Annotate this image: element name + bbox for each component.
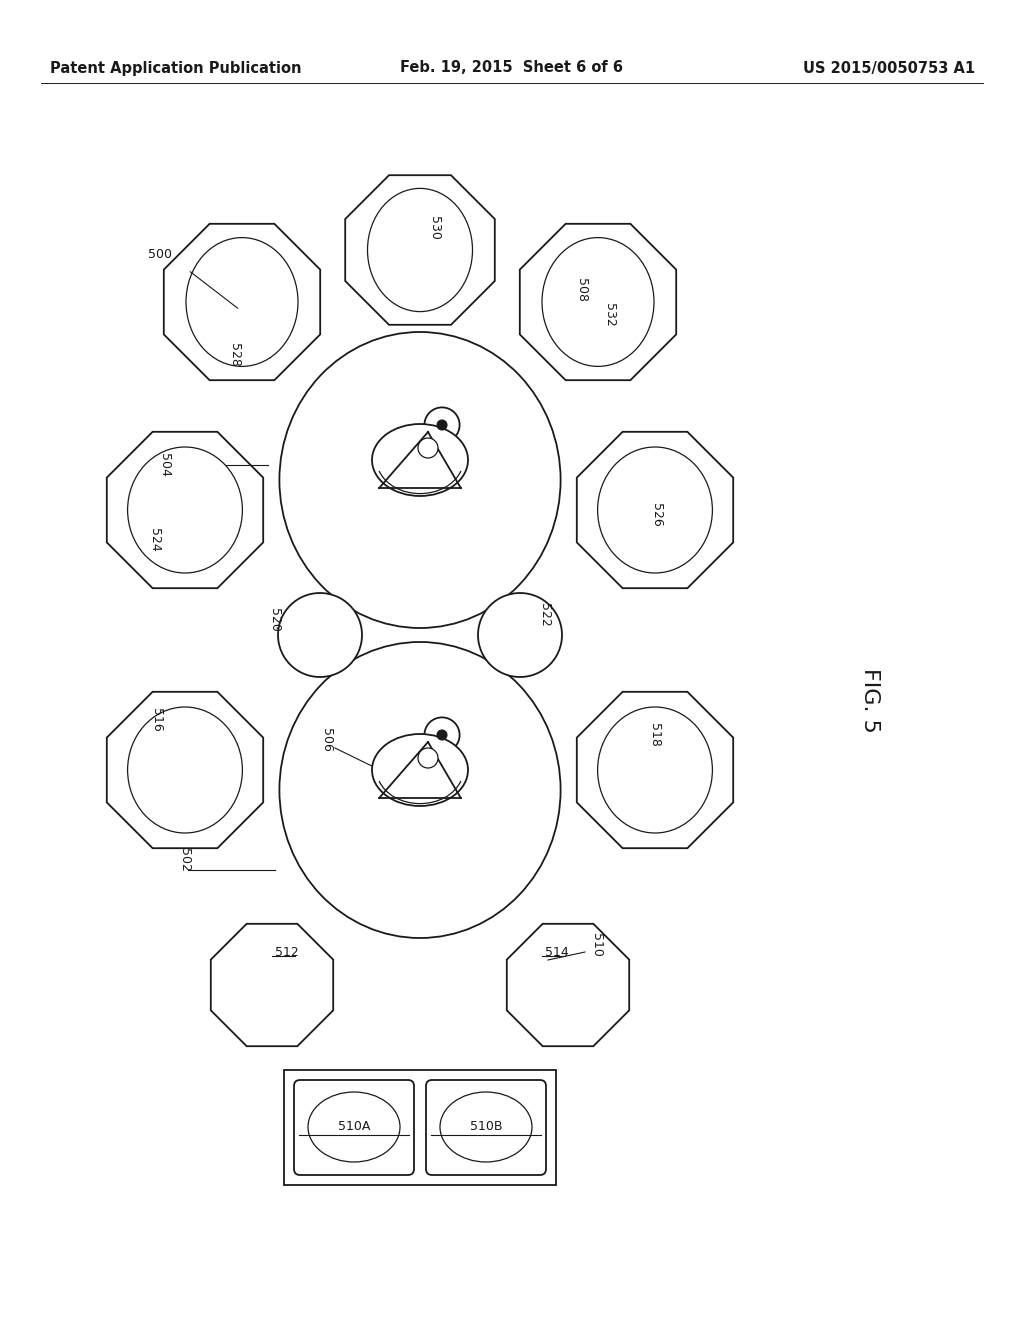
Ellipse shape	[280, 333, 560, 628]
Text: 524: 524	[148, 528, 161, 552]
Text: 530: 530	[428, 216, 441, 240]
Text: 532: 532	[603, 304, 616, 327]
Polygon shape	[106, 692, 263, 849]
Text: Feb. 19, 2015  Sheet 6 of 6: Feb. 19, 2015 Sheet 6 of 6	[400, 61, 624, 75]
Ellipse shape	[128, 447, 243, 573]
Text: 510: 510	[590, 933, 603, 957]
Text: 526: 526	[650, 503, 663, 527]
Bar	[284, 1071, 556, 1185]
Ellipse shape	[308, 1092, 400, 1162]
Text: 510A: 510A	[338, 1121, 371, 1134]
Text: 504: 504	[158, 453, 171, 477]
Circle shape	[478, 593, 562, 677]
Polygon shape	[211, 924, 333, 1047]
Polygon shape	[507, 924, 629, 1047]
Text: 522: 522	[538, 603, 551, 627]
Text: 512: 512	[275, 945, 299, 958]
Circle shape	[424, 408, 460, 442]
Circle shape	[278, 593, 362, 677]
Text: FIG. 5: FIG. 5	[860, 668, 880, 733]
Text: 500: 500	[148, 248, 172, 261]
Ellipse shape	[440, 1092, 532, 1162]
Text: Patent Application Publication: Patent Application Publication	[50, 61, 301, 75]
Text: 510B: 510B	[470, 1121, 502, 1134]
Ellipse shape	[372, 734, 468, 807]
Circle shape	[418, 438, 438, 458]
Ellipse shape	[542, 238, 654, 367]
Text: 508: 508	[575, 279, 588, 302]
Polygon shape	[164, 224, 321, 380]
Text: 506: 506	[319, 729, 333, 752]
Text: US 2015/0050753 A1: US 2015/0050753 A1	[803, 61, 975, 75]
Text: 518: 518	[648, 723, 662, 747]
Polygon shape	[520, 224, 676, 380]
Polygon shape	[106, 432, 263, 589]
Text: 528: 528	[228, 343, 241, 367]
Circle shape	[437, 420, 447, 430]
FancyBboxPatch shape	[294, 1080, 414, 1175]
FancyBboxPatch shape	[426, 1080, 546, 1175]
Text: 502: 502	[178, 847, 191, 873]
Ellipse shape	[128, 708, 243, 833]
Text: 520: 520	[268, 609, 281, 632]
Ellipse shape	[598, 708, 713, 833]
Circle shape	[437, 730, 447, 741]
Polygon shape	[577, 692, 733, 849]
Ellipse shape	[372, 424, 468, 496]
Text: 514: 514	[545, 945, 568, 958]
Ellipse shape	[280, 642, 560, 939]
Polygon shape	[345, 176, 495, 325]
Polygon shape	[577, 432, 733, 589]
Circle shape	[418, 748, 438, 768]
Ellipse shape	[598, 447, 713, 573]
Circle shape	[424, 717, 460, 752]
Text: 516: 516	[150, 708, 163, 731]
Ellipse shape	[368, 189, 472, 312]
Ellipse shape	[186, 238, 298, 367]
